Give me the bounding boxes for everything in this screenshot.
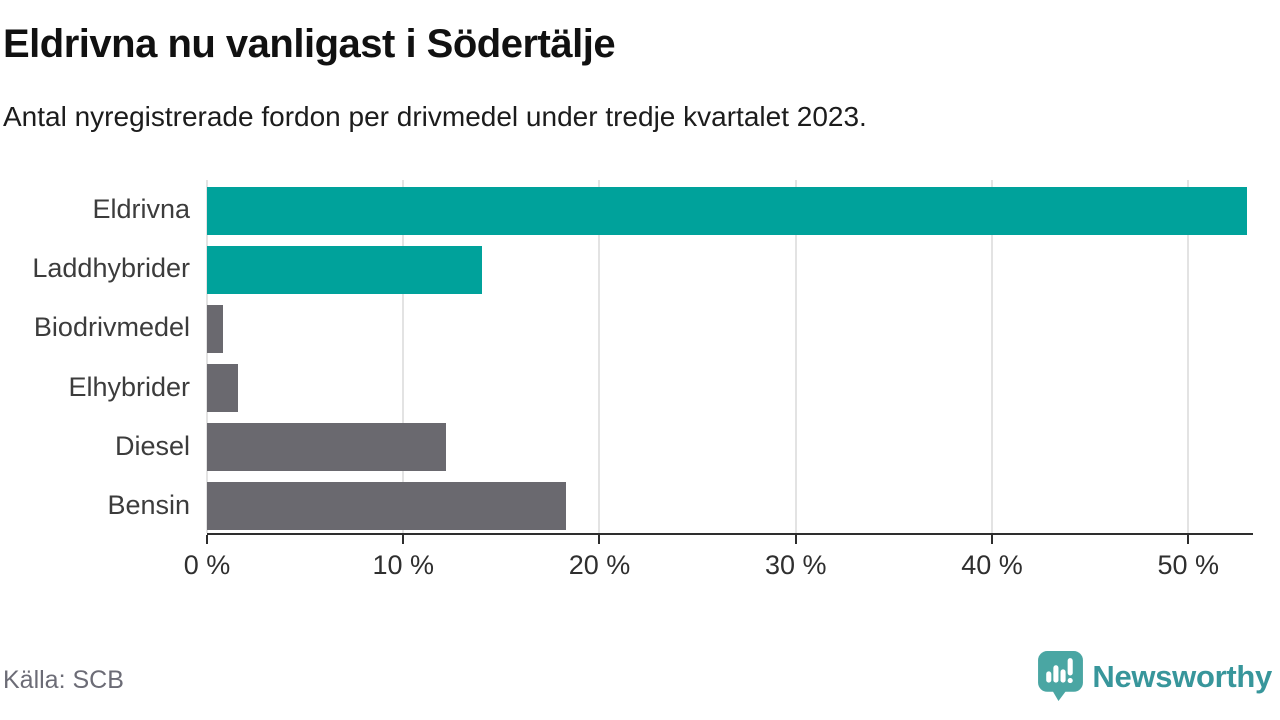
axis-tick-label: 0 %: [183, 550, 231, 580]
axis-tick: [206, 535, 208, 544]
axis-tick: [1187, 535, 1190, 544]
axis-tick: [794, 535, 797, 544]
bar-chart: Eldrivna Laddhybrider Biodrivmedel Elhybrid…: [0, 180, 1253, 580]
category-labels: Eldrivna Laddhybrider Biodrivmedel Elhybrid…: [0, 180, 190, 535]
axis-tick-label: 40 %: [961, 550, 1023, 580]
axis-tick-label: 50 %: [1157, 550, 1220, 580]
bar-diesel: [207, 423, 447, 472]
axis-tick-label: 10 %: [372, 550, 435, 580]
source-note: Källa: SCB: [3, 666, 124, 694]
axis-tick: [402, 535, 405, 544]
brand-logo: Newsworthy: [1038, 651, 1272, 702]
bar-elhybrider: [207, 364, 239, 413]
newsworthy-icon: [1038, 651, 1084, 701]
category-label-biodrivmedel: Biodrivmedel: [33, 312, 190, 343]
bar-bensin: [207, 482, 567, 531]
axis-tick: [990, 535, 993, 544]
brand-name: Newsworthy: [1092, 658, 1272, 694]
bar-eldrivna: [207, 186, 1248, 235]
gridline: [990, 180, 993, 533]
category-label-laddhybrider: Laddhybrider: [32, 253, 190, 284]
gridline: [402, 180, 405, 533]
category-label-elhybrider: Elhybrider: [68, 371, 190, 402]
axis-tick-label: 30 %: [764, 550, 827, 580]
page-title: Eldrivna nu vanligast i Södertälje: [3, 22, 616, 66]
gridline: [206, 180, 208, 533]
chart-subtitle: Antal nyregistrerade fordon per drivmede…: [3, 101, 867, 132]
category-label-eldrivna: Eldrivna: [92, 194, 190, 225]
axis-tick-label: 20 %: [568, 550, 631, 580]
gridline: [598, 180, 601, 533]
bar-biodrivmedel: [207, 304, 223, 353]
gridline: [794, 180, 797, 533]
gridline: [1187, 180, 1190, 533]
category-label-diesel: Diesel: [114, 430, 190, 461]
category-label-bensin: Bensin: [107, 489, 190, 520]
axis-tick: [598, 535, 601, 544]
plot-area: 0 % 10 % 20 % 30 % 40 % 50 %: [184, 180, 1253, 580]
bar-laddhybrider: [207, 245, 482, 294]
